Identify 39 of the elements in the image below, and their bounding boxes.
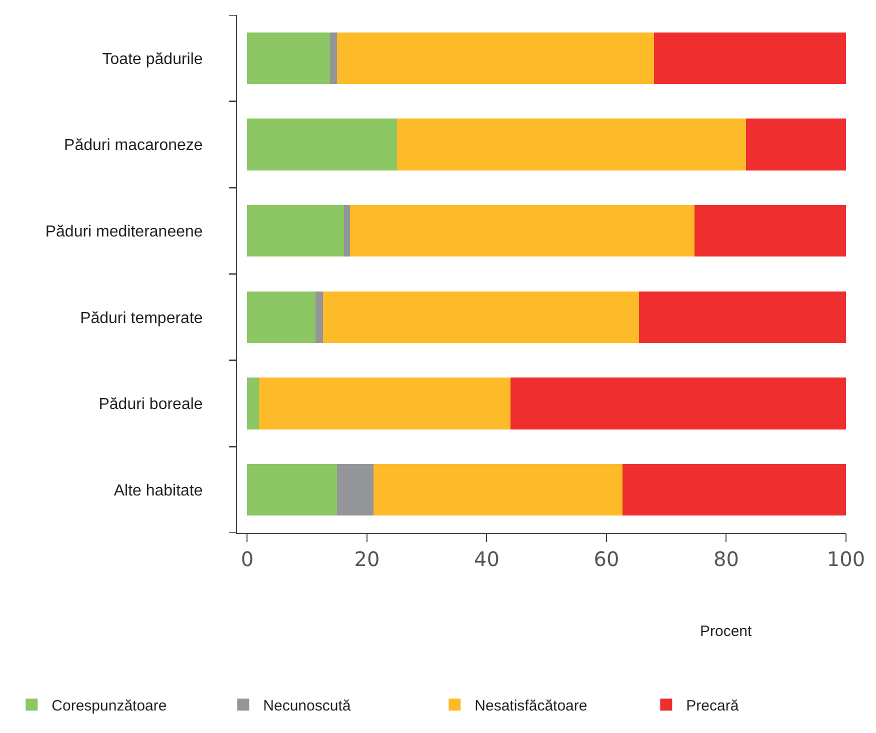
bar xyxy=(259,378,511,430)
legend-label: Corespunzătoare xyxy=(52,698,167,714)
bar xyxy=(396,118,746,170)
bar xyxy=(247,378,260,430)
bar xyxy=(510,378,846,430)
legend-label: Precară xyxy=(686,698,740,714)
x-tick-label: 100 xyxy=(826,547,866,571)
y-tick-label: Păduri macaroneze xyxy=(64,137,203,154)
bar xyxy=(247,32,330,84)
legend-label: Nesatisfăcătoare xyxy=(474,698,588,714)
x-tick-label: 40 xyxy=(474,547,500,571)
bar xyxy=(337,464,374,516)
bar xyxy=(638,291,846,344)
x-axis-title: Procent xyxy=(700,623,753,640)
y-tick-label: Păduri mediteraneene xyxy=(45,223,203,240)
bar xyxy=(622,464,846,516)
bar xyxy=(694,204,846,257)
legend-label: Necunoscută xyxy=(263,698,352,714)
bar xyxy=(247,204,344,257)
y-tick-label: Păduri boreale xyxy=(98,396,203,414)
bar xyxy=(247,118,397,170)
bar xyxy=(746,118,846,170)
bar xyxy=(247,464,337,516)
bar xyxy=(337,32,654,84)
y-tick-label: Alte habitate xyxy=(114,482,203,500)
x-tick-label: 60 xyxy=(594,547,620,571)
bar xyxy=(344,204,350,257)
bar xyxy=(654,32,846,84)
bar xyxy=(330,32,337,84)
x-tick-label: 0 xyxy=(240,547,254,571)
bar xyxy=(315,291,324,344)
bar xyxy=(350,204,694,257)
bar xyxy=(323,291,639,344)
bar xyxy=(247,291,316,344)
y-tick-label: Toate pădurile xyxy=(102,50,203,68)
bar xyxy=(374,464,623,516)
y-tick-label: Păduri temperate xyxy=(80,310,203,327)
x-tick-label: 20 xyxy=(354,547,380,571)
x-tick-label: 80 xyxy=(714,547,739,571)
